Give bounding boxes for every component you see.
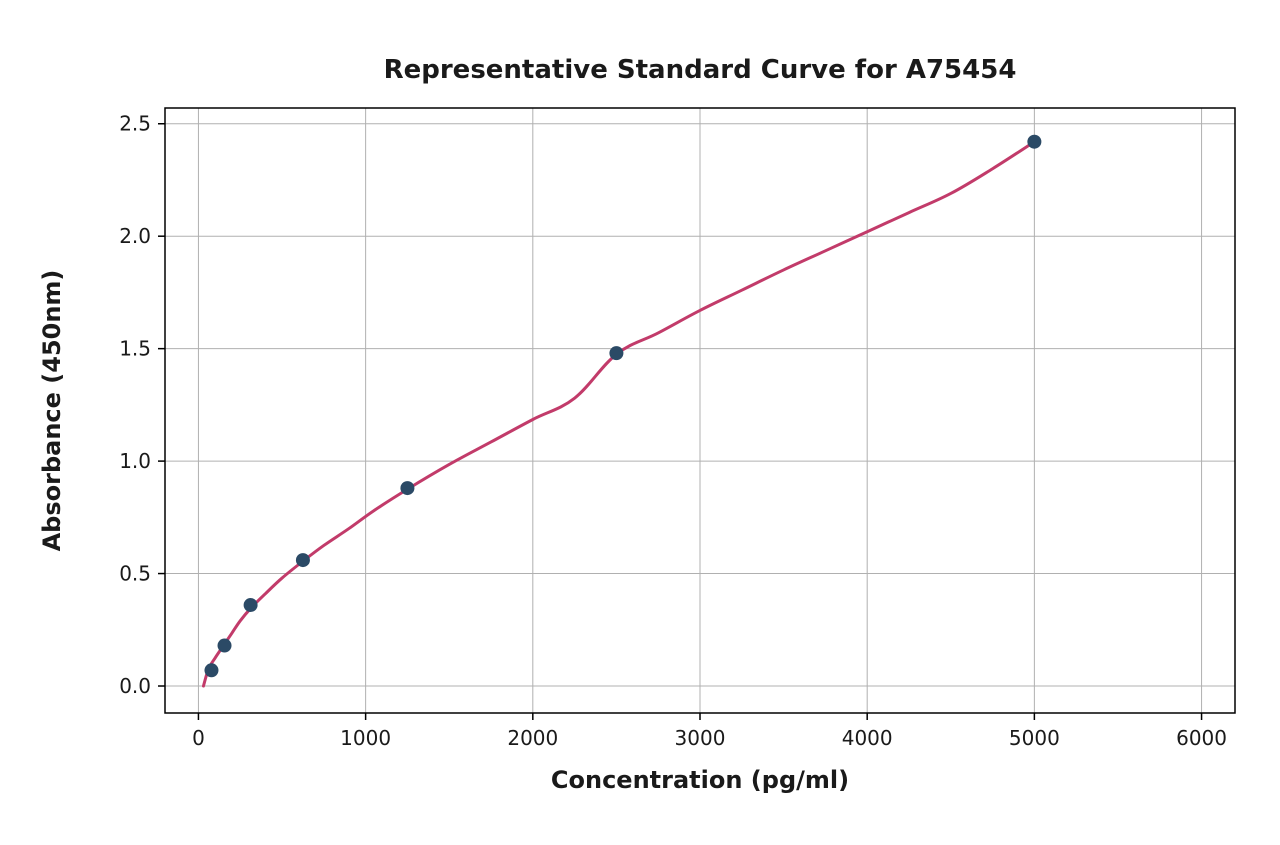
xtick-label: 0 <box>192 726 205 750</box>
xtick-label: 6000 <box>1176 726 1227 750</box>
ytick-label: 1.0 <box>119 449 151 473</box>
data-point <box>609 346 623 360</box>
data-point <box>400 481 414 495</box>
ytick-label: 1.5 <box>119 337 151 361</box>
ytick-label: 2.5 <box>119 112 151 136</box>
data-point <box>296 553 310 567</box>
chart-container: 0 1000 2000 3000 4000 5000 6000 0.0 0.5 1.0 1.5 2.0… <box>0 0 1280 845</box>
data-point <box>244 598 258 612</box>
y-axis-label: Absorbance (450nm) <box>38 270 66 552</box>
chart-title: Representative Standard Curve for A75454 <box>384 55 1017 85</box>
xtick-label: 5000 <box>1009 726 1060 750</box>
ytick-label: 0.5 <box>119 562 151 586</box>
data-point <box>218 639 232 653</box>
xtick-label: 4000 <box>842 726 893 750</box>
xtick-label: 3000 <box>675 726 726 750</box>
x-axis-label: Concentration (pg/ml) <box>551 766 849 794</box>
xtick-label: 2000 <box>507 726 558 750</box>
ytick-label: 0.0 <box>119 674 151 698</box>
xtick-label: 1000 <box>340 726 391 750</box>
data-point <box>204 663 218 677</box>
ytick-label: 2.0 <box>119 224 151 248</box>
data-point <box>1027 135 1041 149</box>
standard-curve-chart: 0 1000 2000 3000 4000 5000 6000 0.0 0.5 1.0 1.5 2.0… <box>0 0 1280 845</box>
